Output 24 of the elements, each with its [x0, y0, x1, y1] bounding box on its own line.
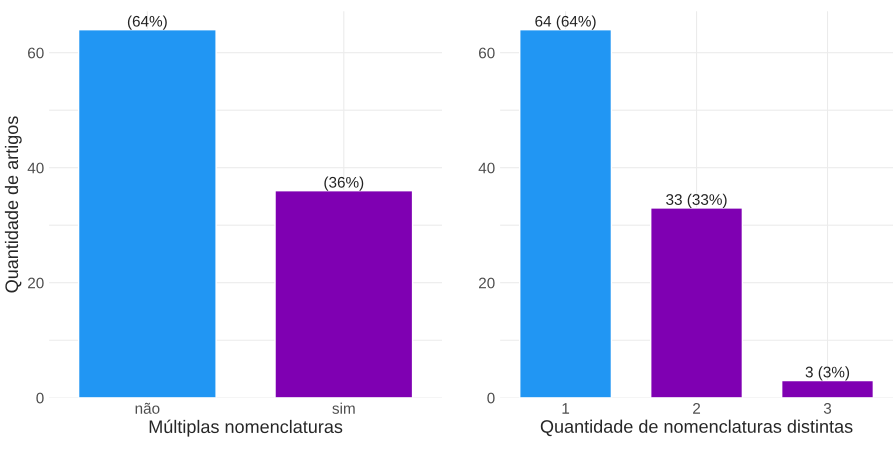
x-tick-label: 3: [824, 403, 832, 414]
y-tick-label: 60: [479, 48, 495, 58]
data-label: (36%): [324, 176, 364, 191]
bar: [650, 207, 744, 398]
x-axis-title: Quantidade de nomenclaturas distintas: [540, 420, 852, 436]
y-tick-label: 40: [28, 162, 44, 174]
y-tick-label: 20: [478, 278, 495, 288]
y-tick-label: 0: [487, 392, 495, 404]
y-tick-label: 60: [28, 48, 44, 58]
x-tick-label: 1: [562, 403, 570, 414]
data-label: (64%): [128, 15, 167, 30]
data-label: 64 (64%): [535, 15, 596, 30]
x-axis-title: Múltiplas nomenclaturas: [150, 420, 342, 437]
x-tick-label: não: [136, 402, 160, 414]
y-tick-label: 20: [28, 278, 44, 288]
data-label: 3 (3%): [806, 366, 850, 380]
y-axis-title: Quantidade de artigos: [4, 116, 22, 293]
y-tick-label: 40: [478, 162, 495, 174]
x-tick-label: 2: [693, 403, 700, 414]
data-label: 33 (33%): [666, 194, 727, 208]
x-tick-label: sim: [332, 402, 355, 414]
bar: [780, 380, 874, 398]
bar: [519, 29, 612, 398]
y-tick-label: 0: [36, 392, 44, 404]
